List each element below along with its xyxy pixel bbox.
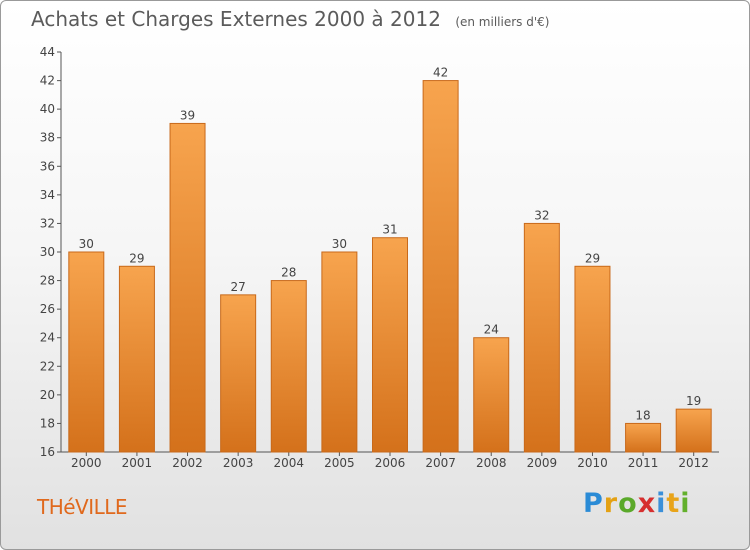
bar <box>321 251 358 453</box>
y-tick-label: 40 <box>40 102 55 116</box>
x-tick-label: 2006 <box>375 456 406 470</box>
x-tick-label: 2011 <box>628 456 659 470</box>
x-tick-label: 2003 <box>223 456 254 470</box>
logo-letter: x <box>637 488 657 519</box>
y-tick-label: 34 <box>40 188 55 202</box>
logo-letter: o <box>618 488 638 519</box>
y-tick-label: 36 <box>40 159 55 173</box>
x-tick-label: 2005 <box>324 456 355 470</box>
x-tick-label: 2007 <box>425 456 456 470</box>
x-tick-label: 2012 <box>678 456 709 470</box>
data-label: 30 <box>332 237 347 251</box>
data-label: 42 <box>433 66 448 80</box>
y-tick-label: 28 <box>40 274 55 288</box>
data-label: 29 <box>585 251 600 265</box>
bar <box>68 251 105 453</box>
data-label: 31 <box>382 223 397 237</box>
bar <box>625 422 662 453</box>
data-label: 39 <box>180 108 195 122</box>
title-unit: (en milliers d'€) <box>455 15 550 29</box>
logo-letter: i <box>680 488 691 519</box>
bar <box>523 222 560 453</box>
data-label: 29 <box>129 251 144 265</box>
y-tick-label: 44 <box>40 45 55 59</box>
data-label: 24 <box>484 323 499 337</box>
bar <box>422 80 459 453</box>
data-label: 18 <box>635 408 650 422</box>
bar <box>675 408 712 453</box>
data-label: 19 <box>686 394 701 408</box>
y-tick-label: 32 <box>40 216 55 230</box>
y-tick-label: 22 <box>40 359 55 373</box>
logo-letter: i <box>656 488 667 519</box>
x-tick-label: 2009 <box>527 456 558 470</box>
x-tick-label: 2008 <box>476 456 507 470</box>
data-label: 32 <box>534 208 549 222</box>
x-tick-label: 2001 <box>122 456 153 470</box>
town-name: THéVILLE <box>37 495 128 519</box>
y-tick-label: 24 <box>40 331 55 345</box>
y-tick-label: 20 <box>40 388 55 402</box>
x-tick-label: 2010 <box>577 456 608 470</box>
y-tick-label: 16 <box>40 445 55 459</box>
proxiti-logo: Proxiti <box>583 488 691 519</box>
bar <box>118 265 155 453</box>
y-tick-label: 30 <box>40 245 55 259</box>
title-text: Achats et Charges Externes 2000 à 2012 <box>31 7 441 31</box>
bar <box>574 265 611 453</box>
data-label: 27 <box>231 280 246 294</box>
x-tick-label: 2002 <box>172 456 203 470</box>
bar <box>372 237 408 453</box>
y-tick-label: 26 <box>40 302 55 316</box>
logo-letter: r <box>603 488 619 519</box>
bar <box>220 294 257 453</box>
bar <box>270 280 307 453</box>
chart-title: Achats et Charges Externes 2000 à 2012 (… <box>31 7 549 31</box>
x-tick-label: 2000 <box>71 456 102 470</box>
y-tick-label: 38 <box>40 131 55 145</box>
y-tick-label: 18 <box>40 416 55 430</box>
data-label: 30 <box>79 237 94 251</box>
logo-letter: t <box>666 488 681 519</box>
logo-letter: P <box>583 488 604 519</box>
y-tick-label: 42 <box>40 74 55 88</box>
bar <box>169 122 206 453</box>
x-tick-label: 2004 <box>273 456 304 470</box>
data-label: 28 <box>281 266 296 280</box>
bar <box>473 337 510 453</box>
